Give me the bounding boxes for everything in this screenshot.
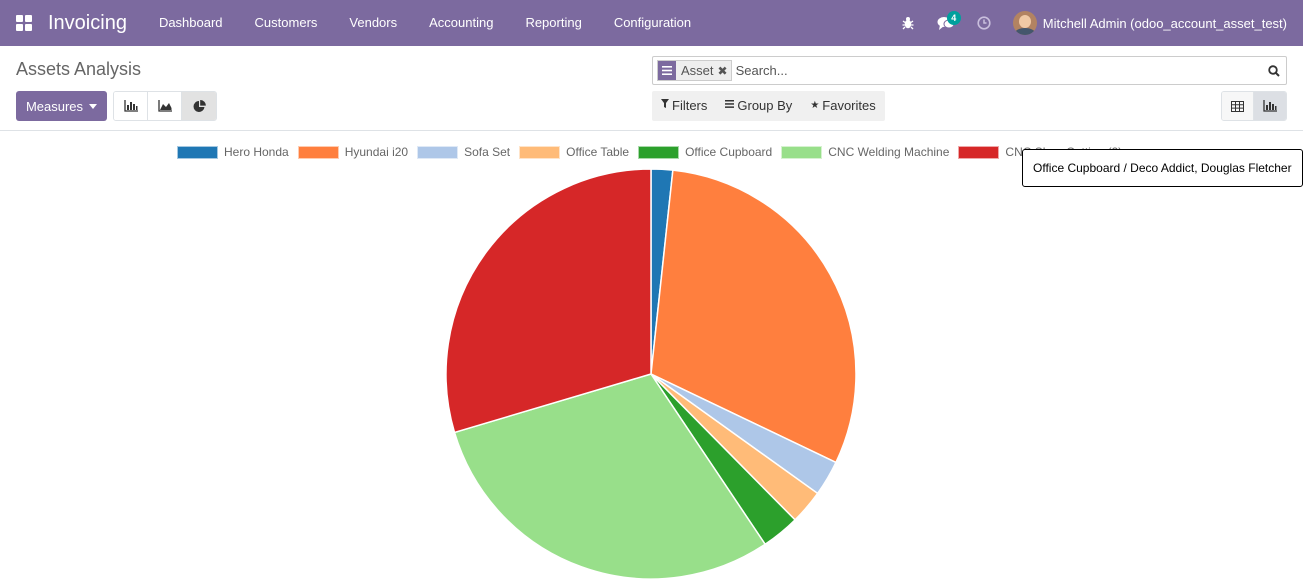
pie-chart-button[interactable] [182,92,216,120]
legend-label: Sofa Set [464,145,511,159]
legend-label: Office Cupboard [685,145,773,159]
search-icon[interactable] [1262,57,1286,84]
search-bar: Asset ✖ [652,56,1287,85]
star-icon: ★ [810,100,820,111]
legend-swatch [417,145,459,159]
bar-chart-button[interactable] [114,92,148,120]
bar-chart-icon [123,100,138,112]
messages-count-badge: 4 [946,11,961,25]
user-name: Mitchell Admin (odoo_account_asset_test) [1042,15,1287,31]
measures-label: Measures [25,98,84,114]
menu-dashboard[interactable]: Dashboard [158,15,223,30]
legend-label: Hyundai i20 [344,145,409,159]
legend-item[interactable]: Office Cupboard [638,145,772,159]
activity-clock-icon[interactable] [965,0,1003,46]
search-facet: Asset ✖ [657,60,732,81]
search-input[interactable] [735,63,1262,78]
legend-swatch [177,145,218,159]
legend-swatch [638,145,680,159]
pie-chart-icon [193,99,206,112]
chart-tooltip: Office Cupboard / Deco Addict, Douglas F… [1022,149,1303,187]
legend-swatch [958,145,1000,159]
user-avatar [1012,11,1037,35]
chart-type-switcher [113,91,217,121]
pie-slice-hyundai-i20[interactable] [650,169,857,464]
graph-view: Hero Honda Hyundai i20 Sofa Set Office Tabl… [0,132,1303,579]
facet-remove-icon[interactable]: ✖ [717,63,728,78]
navbar-systray: 4 Mitchell Admin (odoo_account_asset_tes… [889,0,1303,46]
app-title[interactable]: Invoicing [48,11,127,34]
group-by-toggle[interactable]: Group By [716,91,801,121]
bar-chart-icon [1263,100,1277,112]
pivot-view-button[interactable] [1222,92,1254,120]
line-chart-button[interactable] [148,92,182,120]
legend-item[interactable]: CNC Welding Machine [781,145,949,159]
search-facet-value: Asset [681,63,714,78]
top-navbar: Invoicing Dashboard Customers Vendors Ac… [0,0,1303,46]
menu-configuration[interactable]: Configuration [613,15,692,30]
menu-reporting[interactable]: Reporting [525,15,582,30]
filters-toggle[interactable]: Filters [652,91,716,121]
main-menu: Dashboard Customers Vendors Accounting R… [143,0,707,46]
legend-item[interactable]: Sofa Set [417,145,510,159]
measures-button[interactable]: Measures [16,91,107,121]
legend-label: CNC Welding Machine [828,145,950,159]
legend-label: Office Table [566,145,630,159]
pie-chart [445,168,857,579]
messages-icon[interactable]: 4 [927,0,965,46]
menu-vendors[interactable]: Vendors [349,15,398,30]
table-icon [1231,100,1244,112]
control-panel: Assets Analysis Measures Asset ✖ [0,46,1303,131]
favorites-label: Favorites [822,98,876,113]
legend-item[interactable]: Office Table [519,145,629,159]
pie-slice-cnc-welding-machine[interactable] [453,373,767,579]
chart-legend: Hero Honda Hyundai i20 Sofa Set Office Tabl… [177,145,1131,159]
legend-item[interactable]: Hyundai i20 [297,145,409,159]
graph-view-button[interactable] [1254,92,1286,120]
menu-accounting[interactable]: Accounting [429,15,494,30]
group-by-icon [658,61,676,80]
user-menu[interactable]: Mitchell Admin (odoo_account_asset_test) [1003,11,1303,35]
area-chart-icon [157,100,172,112]
debug-icon[interactable] [889,0,927,46]
search-options: Filters Group By ★ Favorites [652,91,885,121]
legend-swatch [519,145,561,159]
pie-slice-cnc-shap-cutting-2[interactable] [445,168,652,434]
bars-icon [725,91,735,121]
filter-icon [661,91,669,121]
menu-customers[interactable]: Customers [254,15,318,30]
favorites-toggle[interactable]: ★ Favorites [801,91,884,121]
apps-menu-icon[interactable] [0,0,48,46]
legend-label: Hero Honda [224,145,289,159]
caret-down-icon [89,103,98,109]
legend-swatch [781,145,823,159]
filters-label: Filters [672,98,708,113]
legend-swatch [297,145,339,159]
group-by-label: Group By [737,98,793,113]
legend-item[interactable]: Hero Honda [177,145,289,159]
page-title: Assets Analysis [16,59,142,79]
view-switcher [1221,91,1287,121]
